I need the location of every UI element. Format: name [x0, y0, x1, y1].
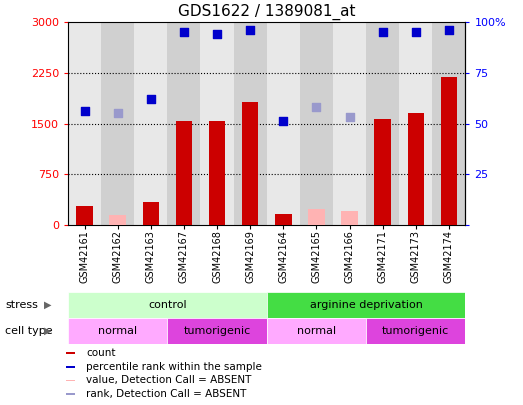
Bar: [66, 352, 75, 354]
Bar: [142, 202, 159, 225]
Title: GDS1622 / 1389081_at: GDS1622 / 1389081_at: [178, 3, 356, 19]
Bar: [399, 22, 433, 225]
Bar: [300, 22, 333, 225]
Point: [180, 29, 188, 36]
Bar: [134, 22, 167, 225]
Bar: [407, 113, 424, 225]
Bar: [242, 102, 258, 225]
Bar: [66, 366, 75, 368]
Text: ▶: ▶: [44, 300, 52, 310]
Bar: [167, 22, 200, 225]
Bar: [267, 292, 465, 318]
Bar: [275, 214, 292, 225]
Point: [279, 118, 288, 125]
Bar: [366, 318, 465, 344]
Text: ▶: ▶: [44, 326, 52, 336]
Bar: [440, 77, 457, 225]
Bar: [68, 318, 167, 344]
Bar: [109, 215, 126, 225]
Bar: [66, 379, 75, 381]
Bar: [167, 318, 267, 344]
Bar: [433, 22, 465, 225]
Bar: [209, 121, 225, 225]
Text: tumorigenic: tumorigenic: [382, 326, 449, 336]
Point: [345, 114, 354, 121]
Text: normal: normal: [98, 326, 137, 336]
Bar: [374, 119, 391, 225]
Text: stress: stress: [5, 300, 38, 310]
Bar: [267, 318, 366, 344]
Bar: [267, 22, 300, 225]
Point: [113, 110, 122, 117]
Bar: [308, 209, 325, 225]
Text: arginine deprivation: arginine deprivation: [310, 300, 423, 310]
Bar: [101, 22, 134, 225]
Point: [312, 104, 321, 111]
Bar: [333, 22, 366, 225]
Text: cell type: cell type: [5, 326, 53, 336]
Point: [379, 29, 387, 36]
Bar: [366, 22, 399, 225]
Point: [445, 27, 453, 34]
Point: [412, 29, 420, 36]
Text: tumorigenic: tumorigenic: [184, 326, 251, 336]
Bar: [200, 22, 234, 225]
Bar: [341, 211, 358, 225]
Text: percentile rank within the sample: percentile rank within the sample: [86, 362, 262, 372]
Point: [246, 27, 254, 34]
Text: value, Detection Call = ABSENT: value, Detection Call = ABSENT: [86, 375, 252, 386]
Point: [146, 96, 155, 102]
Bar: [234, 22, 267, 225]
Bar: [68, 22, 101, 225]
Bar: [68, 292, 267, 318]
Text: normal: normal: [297, 326, 336, 336]
Point: [81, 108, 89, 115]
Text: rank, Detection Call = ABSENT: rank, Detection Call = ABSENT: [86, 389, 246, 399]
Bar: [76, 206, 93, 225]
Text: control: control: [148, 300, 187, 310]
Bar: [176, 122, 192, 225]
Text: count: count: [86, 348, 116, 358]
Point: [213, 31, 221, 38]
Bar: [66, 393, 75, 395]
